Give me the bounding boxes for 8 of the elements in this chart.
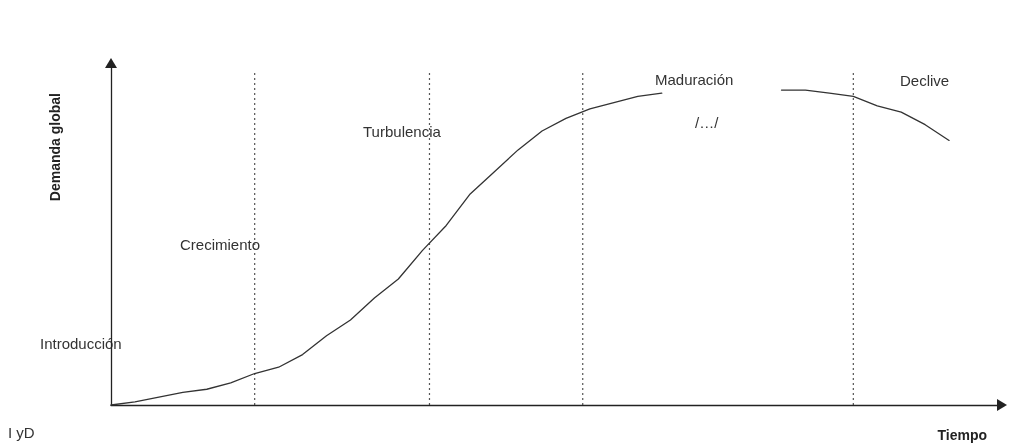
annotation: Crecimiento <box>180 236 261 253</box>
text: Declive <box>900 72 950 89</box>
annotation: Turbulencia <box>363 123 442 140</box>
text: I yD <box>8 424 35 441</box>
annotation: /…/ <box>695 114 720 131</box>
x-axis-title: Tiempo <box>937 427 987 443</box>
y-axis-title: Demanda global <box>47 92 63 202</box>
text: Maduración <box>655 71 734 88</box>
